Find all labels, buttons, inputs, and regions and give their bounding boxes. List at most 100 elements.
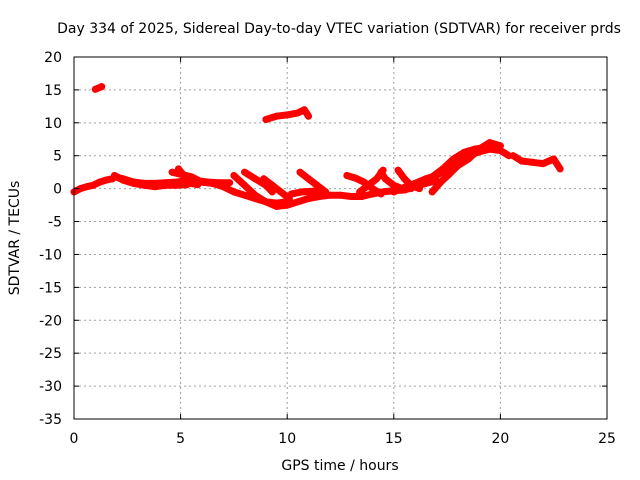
data-point — [401, 183, 408, 191]
data-point — [151, 183, 159, 191]
data-point — [518, 157, 526, 165]
x-tick-label: 20 — [491, 431, 509, 447]
data-point — [168, 168, 176, 176]
data-point — [418, 178, 425, 186]
data-point — [337, 191, 344, 199]
y-tick-label: -15 — [39, 280, 62, 296]
data-point — [181, 173, 189, 181]
data-point — [381, 175, 389, 183]
series-layer — [70, 83, 564, 210]
data-point — [296, 168, 304, 176]
data-point — [407, 185, 415, 193]
y-tick-label: -25 — [39, 346, 62, 362]
data-point — [377, 168, 385, 176]
data-point — [445, 170, 453, 178]
data-point — [528, 158, 536, 166]
x-axis-title: GPS time / hours — [281, 458, 398, 474]
data-point — [241, 191, 249, 199]
data-point — [496, 142, 504, 150]
data-point — [76, 185, 84, 193]
data-point — [294, 109, 302, 117]
data-point — [309, 187, 317, 195]
data-point — [390, 188, 398, 196]
data-point — [83, 183, 91, 191]
data-point — [230, 188, 238, 196]
data-point — [251, 195, 259, 202]
data-point — [364, 181, 372, 189]
data-point — [298, 188, 306, 196]
data-point — [230, 172, 238, 179]
data-point — [262, 198, 270, 206]
data-point — [219, 183, 227, 191]
data-point — [401, 175, 408, 183]
data-point — [394, 166, 402, 174]
y-tick-label: 0 — [53, 182, 62, 198]
series-arc-10 — [260, 175, 293, 202]
data-point — [509, 152, 517, 160]
data-point — [162, 181, 170, 189]
x-tick-label: 15 — [385, 431, 403, 447]
data-point — [91, 85, 99, 93]
data-point — [315, 193, 323, 200]
data-point — [194, 181, 202, 189]
y-tick-label: -20 — [39, 313, 62, 329]
y-tick-label: 20 — [44, 50, 62, 66]
data-point — [119, 176, 127, 184]
data-point — [322, 188, 330, 196]
data-point — [283, 111, 291, 119]
data-point — [428, 188, 436, 196]
data-point — [140, 181, 148, 189]
data-point — [187, 179, 195, 187]
y-axis-title: SDTVAR / TECUs — [7, 181, 23, 296]
data-point — [464, 155, 472, 163]
data-point — [175, 165, 182, 173]
data-point — [226, 179, 234, 187]
data-point — [460, 148, 468, 156]
data-point — [556, 165, 564, 173]
data-point — [439, 165, 447, 173]
data-point — [351, 174, 359, 182]
y-tick-label: -35 — [39, 412, 62, 428]
data-point — [313, 181, 321, 189]
data-point — [437, 178, 445, 186]
plot-frame — [73, 56, 608, 420]
y-tick-label: -30 — [39, 379, 62, 395]
y-tick-label: 10 — [44, 116, 62, 132]
data-point — [89, 181, 97, 189]
data-point — [450, 155, 457, 163]
data-point — [454, 162, 462, 170]
data-point — [294, 198, 302, 206]
data-point — [251, 175, 259, 183]
series-arc-13 — [296, 168, 330, 196]
x-tick-label: 0 — [70, 431, 79, 447]
data-point — [277, 188, 285, 196]
data-point — [305, 195, 312, 202]
data-point — [305, 112, 312, 120]
data-point — [241, 181, 249, 189]
data-point — [539, 160, 547, 168]
data-point — [347, 193, 355, 200]
data-point — [241, 168, 249, 176]
x-tick-label: 25 — [598, 431, 616, 447]
data-point — [102, 176, 110, 184]
data-point — [373, 175, 381, 183]
data-point — [209, 179, 217, 187]
x-tick-label: 5 — [176, 431, 185, 447]
chart-title: Day 334 of 2025, Sidereal Day-to-day VTE… — [57, 21, 621, 37]
data-point — [288, 190, 295, 198]
data-point — [428, 173, 436, 181]
y-tick-label: -10 — [39, 247, 62, 263]
tick-layer: 0 5 10 15 20 25 20 15 10 5 0 -5 -10 -15 -20 -25 -30 -35 — [39, 50, 616, 447]
data-point — [260, 175, 268, 183]
data-point — [486, 139, 494, 147]
data-point — [130, 179, 138, 187]
data-point — [305, 175, 312, 183]
data-point — [300, 106, 308, 114]
data-point — [111, 172, 118, 179]
series-arc-12 — [288, 187, 327, 198]
data-point — [377, 190, 385, 198]
data-point — [96, 178, 104, 186]
data-point — [356, 188, 364, 196]
data-point — [390, 181, 398, 189]
